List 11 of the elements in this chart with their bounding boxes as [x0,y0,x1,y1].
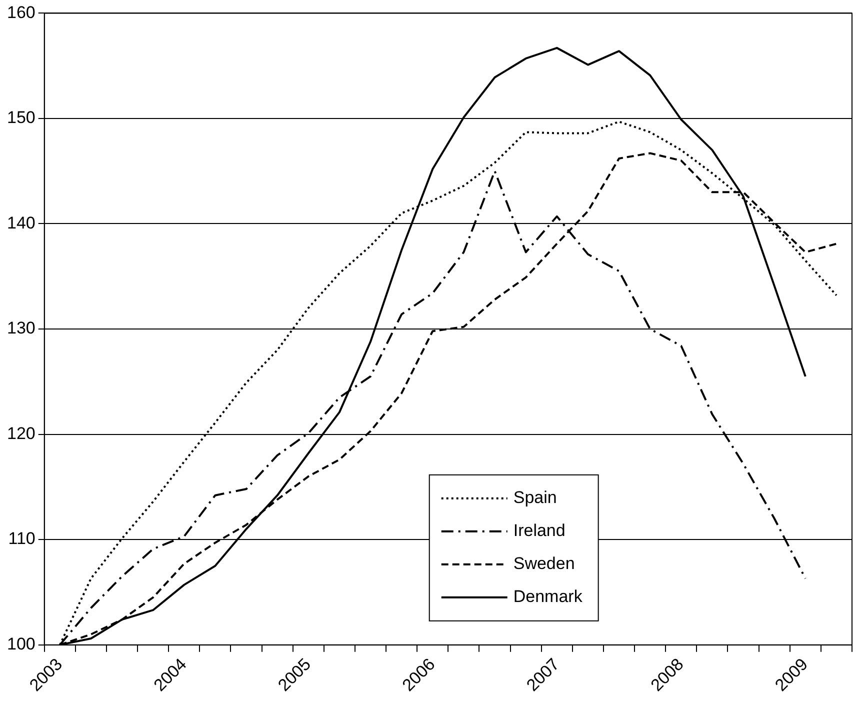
legend-label: Ireland [513,521,566,540]
y-tick-label: 150 [6,108,36,128]
legend-label: Sweden [513,554,575,574]
legend-label: Spain [513,488,557,508]
legend-label: Denmark [513,587,583,606]
y-tick-label: 120 [6,424,36,443]
y-tick-label: 140 [6,213,36,232]
y-tick-label: 130 [6,318,36,338]
y-tick-label: 160 [6,2,36,22]
y-tick-label: 110 [8,529,36,548]
y-tick-label: 100 [6,634,36,654]
